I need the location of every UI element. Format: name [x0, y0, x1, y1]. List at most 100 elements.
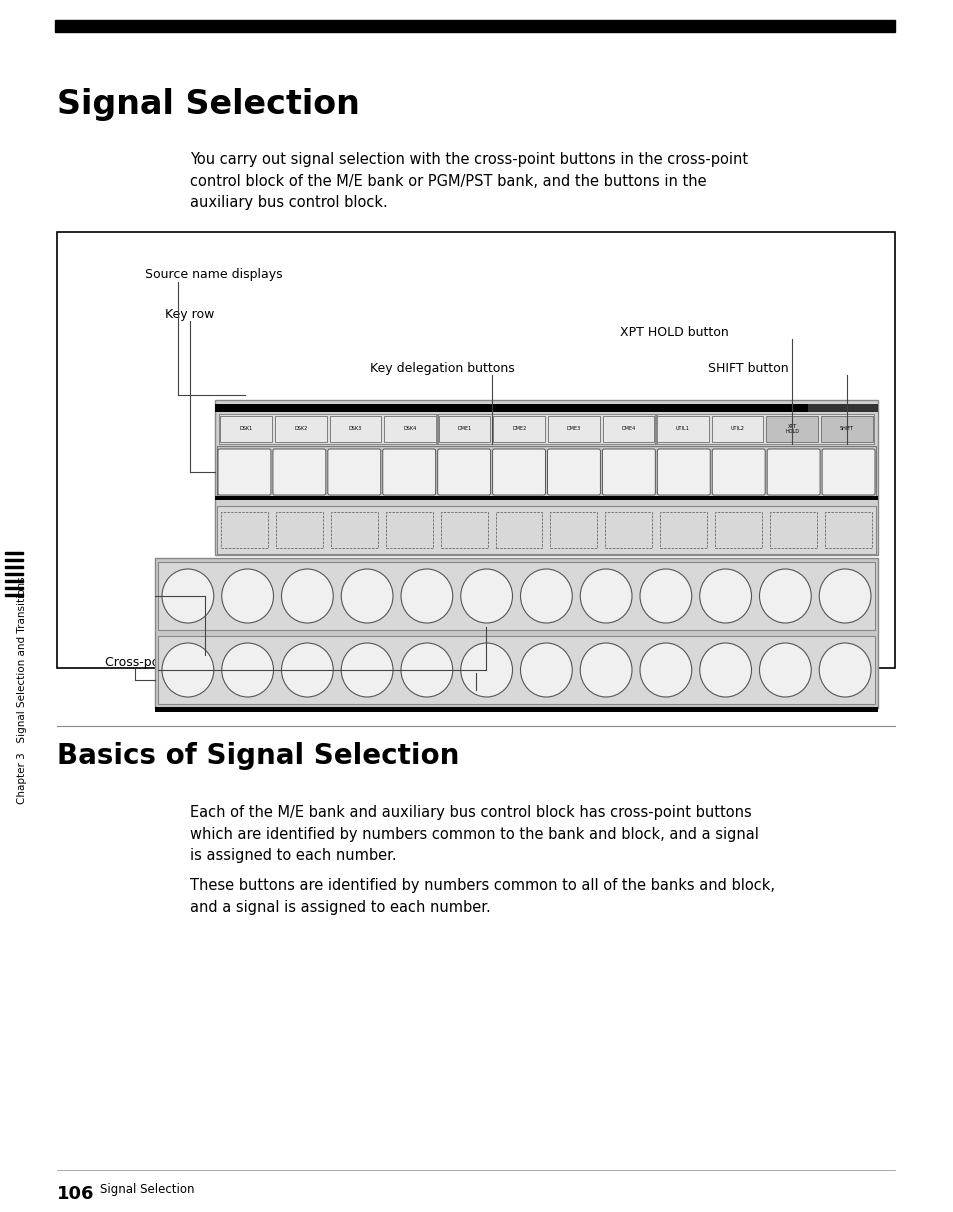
- Ellipse shape: [639, 644, 691, 697]
- Ellipse shape: [819, 644, 870, 697]
- Text: Cross-point buttons: Cross-point buttons: [105, 656, 227, 669]
- Ellipse shape: [460, 644, 512, 697]
- Text: DSK1: DSK1: [239, 427, 253, 431]
- Bar: [274, 416, 326, 442]
- Bar: [547, 416, 598, 442]
- Text: DSK2: DSK2: [294, 427, 307, 431]
- Ellipse shape: [341, 568, 393, 623]
- Bar: [154, 707, 877, 711]
- FancyBboxPatch shape: [437, 448, 490, 494]
- Bar: [493, 416, 544, 442]
- Bar: [605, 511, 652, 548]
- Bar: [711, 416, 762, 442]
- Ellipse shape: [162, 568, 213, 623]
- Text: Basics of Signal Selection: Basics of Signal Selection: [57, 742, 459, 770]
- Ellipse shape: [759, 644, 810, 697]
- Ellipse shape: [579, 568, 631, 623]
- Bar: [824, 511, 871, 548]
- Bar: [214, 400, 877, 555]
- Ellipse shape: [221, 568, 274, 623]
- Ellipse shape: [819, 568, 870, 623]
- Bar: [216, 446, 875, 498]
- Text: Each of the M/E bank and auxiliary bus control block has cross-point buttons
whi: Each of the M/E bank and auxiliary bus c…: [190, 805, 758, 863]
- Text: SHIFT: SHIFT: [839, 427, 853, 431]
- Text: DME2: DME2: [512, 427, 526, 431]
- Ellipse shape: [341, 644, 393, 697]
- Bar: [715, 511, 761, 548]
- Text: DSK3: DSK3: [349, 427, 362, 431]
- Ellipse shape: [460, 568, 512, 623]
- Text: DME3: DME3: [566, 427, 580, 431]
- FancyBboxPatch shape: [273, 448, 326, 494]
- FancyBboxPatch shape: [218, 448, 271, 494]
- Bar: [158, 636, 874, 704]
- Text: 106: 106: [57, 1185, 94, 1204]
- Ellipse shape: [759, 568, 810, 623]
- Bar: [219, 415, 873, 444]
- Ellipse shape: [699, 568, 751, 623]
- Bar: [436, 415, 439, 444]
- Text: XPT
HOLD: XPT HOLD: [784, 424, 799, 434]
- Ellipse shape: [699, 644, 751, 697]
- Bar: [5, 572, 23, 574]
- FancyBboxPatch shape: [657, 448, 709, 494]
- Bar: [57, 231, 894, 668]
- Text: SHIFT button: SHIFT button: [707, 362, 788, 375]
- Bar: [438, 416, 490, 442]
- Bar: [385, 511, 433, 548]
- Ellipse shape: [281, 644, 333, 697]
- FancyBboxPatch shape: [547, 448, 599, 494]
- Bar: [807, 404, 877, 412]
- Text: Chapter 3   Signal Selection and Transitions: Chapter 3 Signal Selection and Transitio…: [17, 576, 27, 804]
- FancyBboxPatch shape: [601, 448, 655, 494]
- Bar: [769, 511, 816, 548]
- Bar: [158, 562, 874, 630]
- FancyBboxPatch shape: [821, 448, 874, 494]
- Text: Signal Selection: Signal Selection: [57, 88, 359, 121]
- Bar: [214, 496, 877, 501]
- Bar: [384, 416, 436, 442]
- Text: DME1: DME1: [457, 427, 471, 431]
- Ellipse shape: [639, 568, 691, 623]
- Bar: [221, 511, 268, 548]
- Ellipse shape: [520, 568, 572, 623]
- Text: Background B row: Background B row: [415, 614, 529, 627]
- Bar: [550, 511, 597, 548]
- Ellipse shape: [400, 644, 453, 697]
- Text: DME4: DME4: [620, 427, 635, 431]
- Text: XPT HOLD button: XPT HOLD button: [619, 326, 728, 339]
- Bar: [55, 21, 894, 32]
- Bar: [331, 511, 377, 548]
- Text: UTIL1: UTIL1: [676, 427, 689, 431]
- Ellipse shape: [162, 644, 213, 697]
- Bar: [214, 404, 877, 412]
- FancyBboxPatch shape: [712, 448, 764, 494]
- Bar: [765, 416, 817, 442]
- Text: You carry out signal selection with the cross-point buttons in the cross-point
c: You carry out signal selection with the …: [190, 152, 747, 210]
- Bar: [820, 416, 872, 442]
- Ellipse shape: [221, 644, 274, 697]
- Text: Key delegation buttons: Key delegation buttons: [370, 362, 515, 375]
- Ellipse shape: [579, 644, 631, 697]
- Text: Key row: Key row: [165, 308, 214, 321]
- Text: Signal Selection: Signal Selection: [100, 1183, 194, 1196]
- Ellipse shape: [520, 644, 572, 697]
- Bar: [330, 416, 381, 442]
- Bar: [5, 566, 23, 568]
- Text: UTIL2: UTIL2: [730, 427, 743, 431]
- Bar: [659, 511, 706, 548]
- FancyBboxPatch shape: [328, 448, 380, 494]
- Bar: [657, 416, 708, 442]
- Bar: [220, 416, 272, 442]
- FancyBboxPatch shape: [492, 448, 545, 494]
- Ellipse shape: [281, 568, 333, 623]
- Bar: [5, 587, 23, 589]
- Text: DSK4: DSK4: [403, 427, 416, 431]
- Text: Source name displays: Source name displays: [145, 268, 282, 281]
- Bar: [5, 594, 23, 596]
- Text: These buttons are identified by numbers common to all of the banks and block,
an: These buttons are identified by numbers …: [190, 877, 774, 915]
- Bar: [5, 579, 23, 582]
- Bar: [275, 511, 322, 548]
- Bar: [495, 511, 542, 548]
- Ellipse shape: [400, 568, 453, 623]
